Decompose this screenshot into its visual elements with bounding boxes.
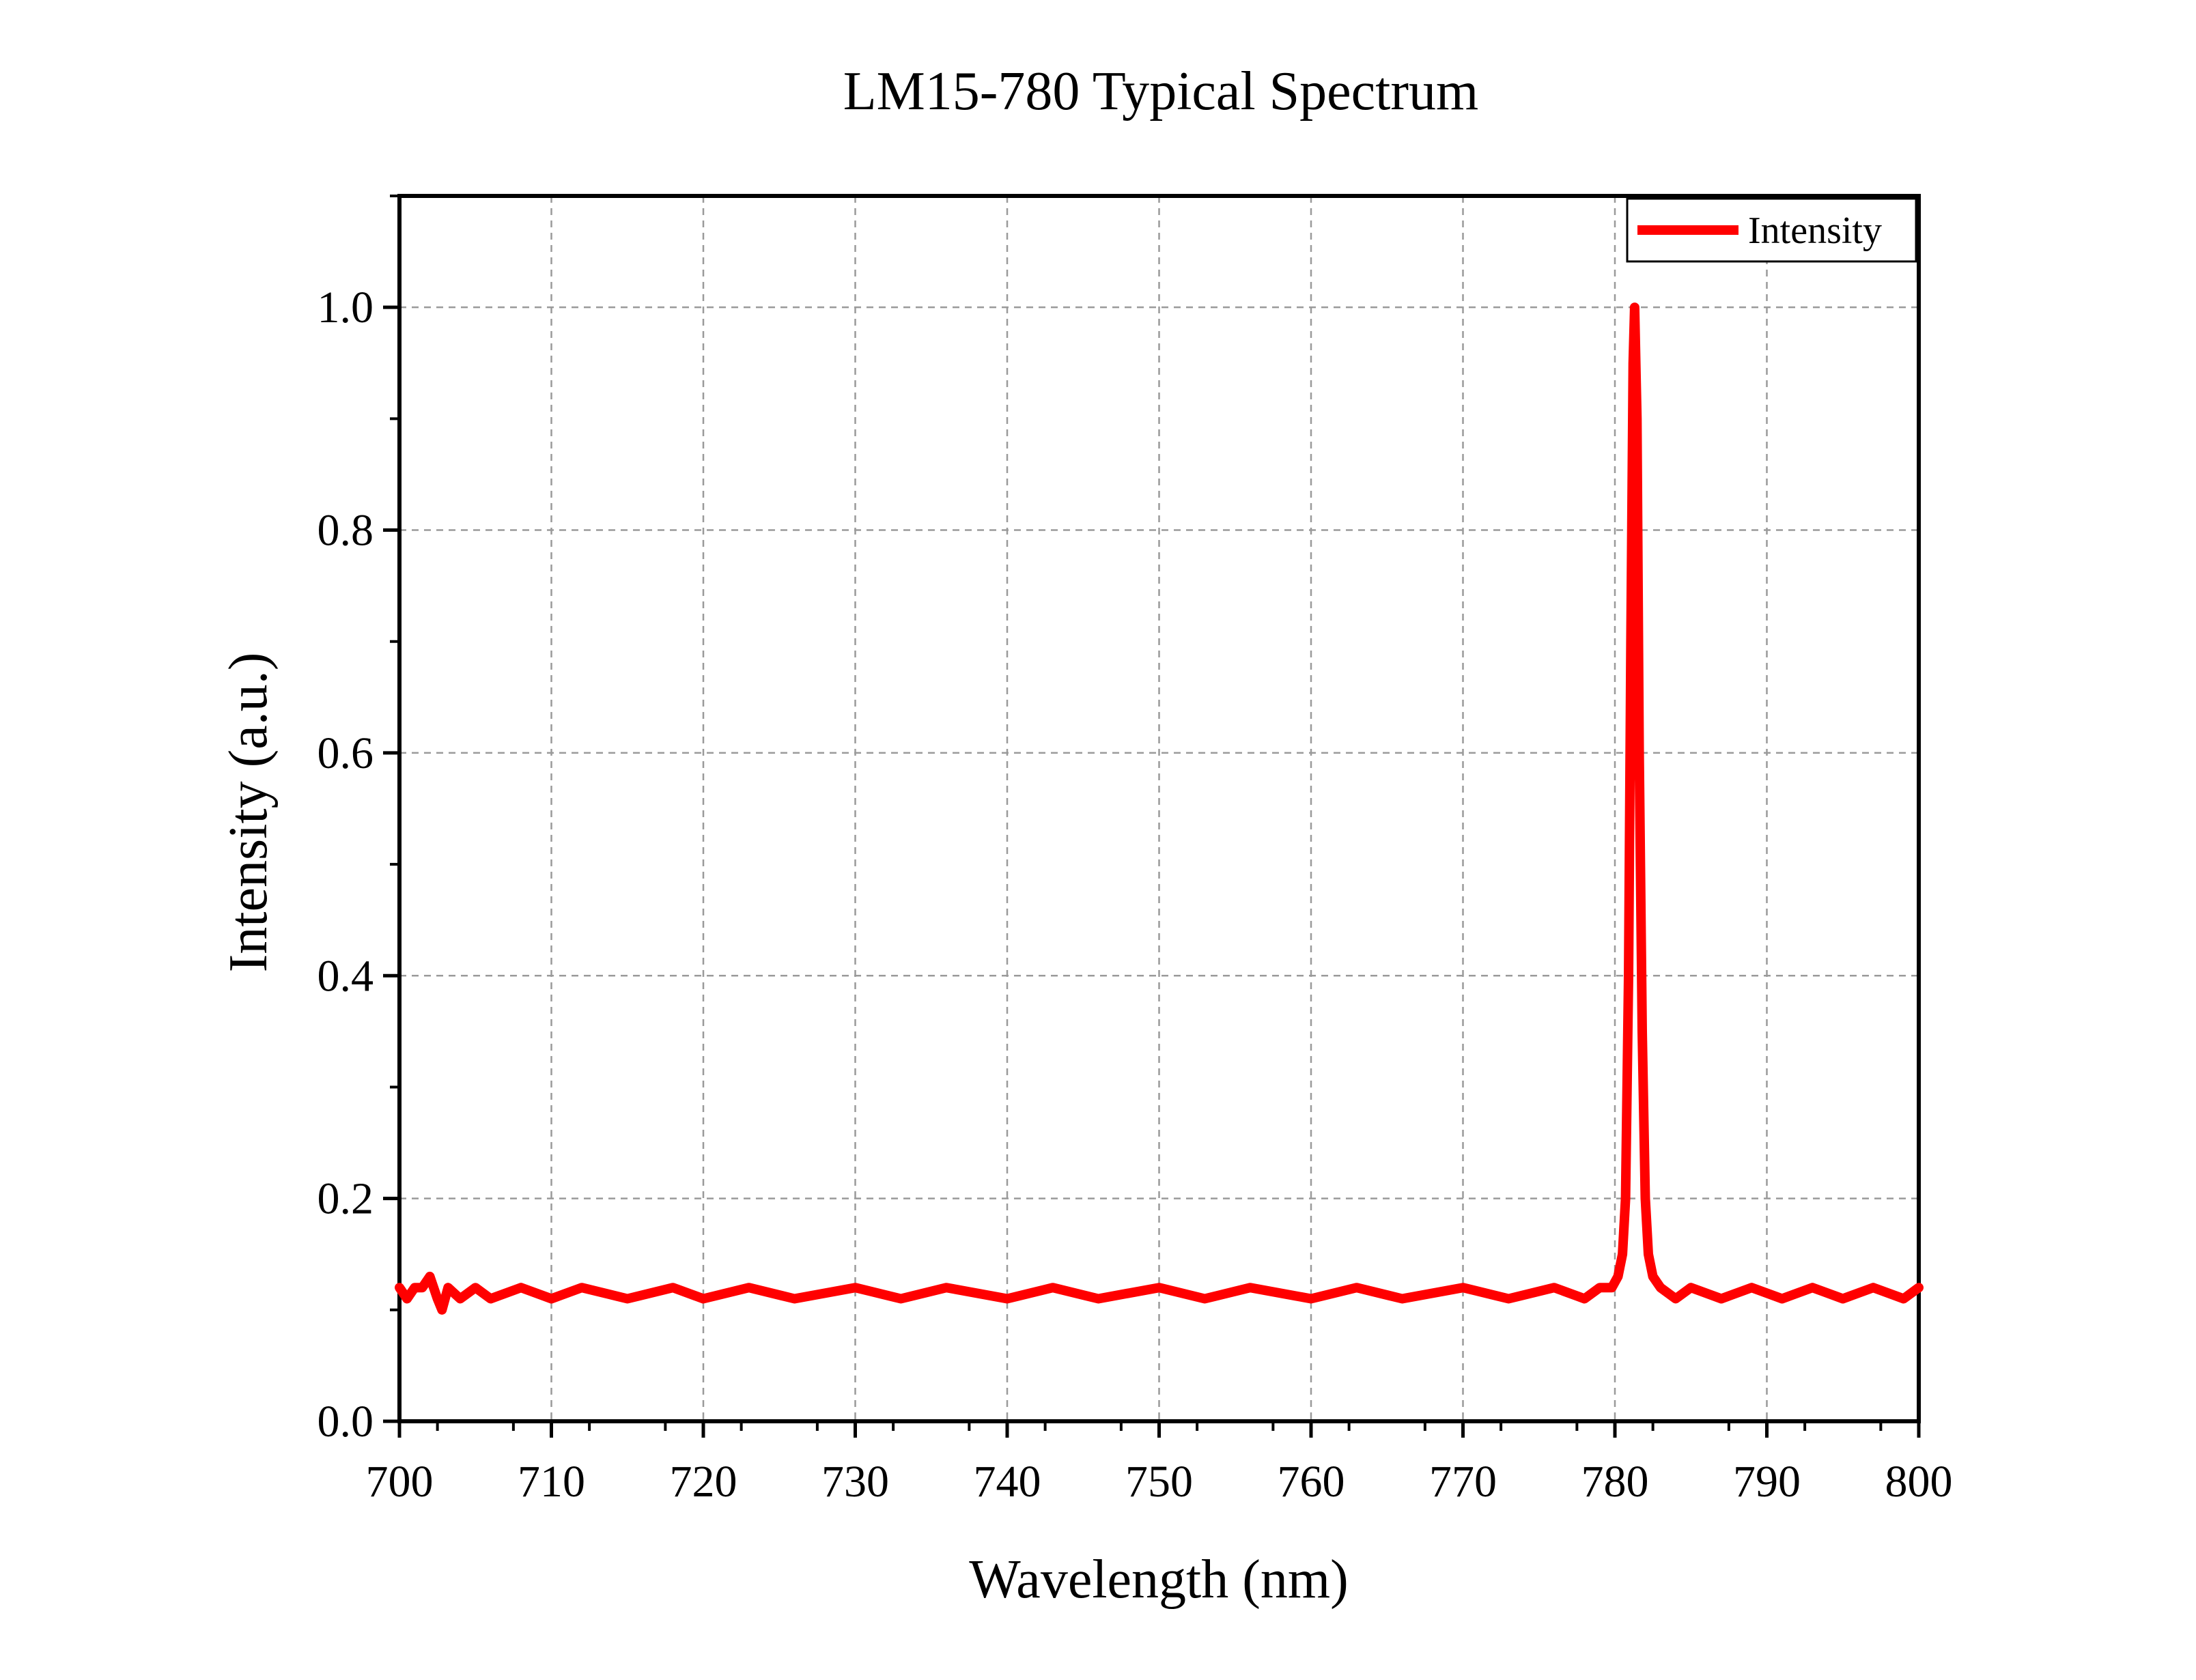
x-tick-label: 770 — [1429, 1457, 1497, 1507]
x-tick-label: 740 — [974, 1457, 1041, 1507]
series-line-intensity — [395, 302, 1924, 1315]
x-tick-label: 720 — [670, 1457, 737, 1507]
y-tick-label: 0.2 — [318, 1174, 374, 1224]
plot-area-frame — [397, 194, 1921, 1423]
axis-ticks — [383, 195, 1921, 1438]
x-tick-label: 710 — [518, 1457, 585, 1507]
legend: Intensity — [1626, 197, 1917, 263]
y-tick-label: 0.6 — [318, 728, 374, 778]
y-axis-label: Intensity (a.u.) — [219, 653, 279, 973]
x-tick-label: 790 — [1733, 1457, 1801, 1507]
x-tick-label: 780 — [1581, 1457, 1649, 1507]
x-tick-labels: 700 710 720 730 740 750 760 770 780 790 800 — [366, 1457, 1953, 1507]
y-tick-label: 1.0 — [318, 283, 374, 332]
y-tick-label: 0.0 — [318, 1397, 374, 1447]
y-tick-label: 0.4 — [318, 951, 374, 1001]
legend-label-intensity: Intensity — [1748, 210, 1882, 252]
x-tick-label: 730 — [821, 1457, 889, 1507]
x-tick-label: 750 — [1125, 1457, 1193, 1507]
x-tick-label: 800 — [1885, 1457, 1953, 1507]
y-tick-label: 0.8 — [318, 506, 374, 556]
y-tick-labels: 0.0 0.2 0.4 0.6 0.8 1.0 — [318, 283, 374, 1447]
x-tick-label: 700 — [366, 1457, 434, 1507]
grid-lines — [399, 196, 1919, 1421]
x-tick-label: 760 — [1278, 1457, 1345, 1507]
chart-title: LM15-780 Typical Spectrum — [843, 61, 1479, 122]
x-axis-label: Wavelength (nm) — [969, 1550, 1349, 1610]
